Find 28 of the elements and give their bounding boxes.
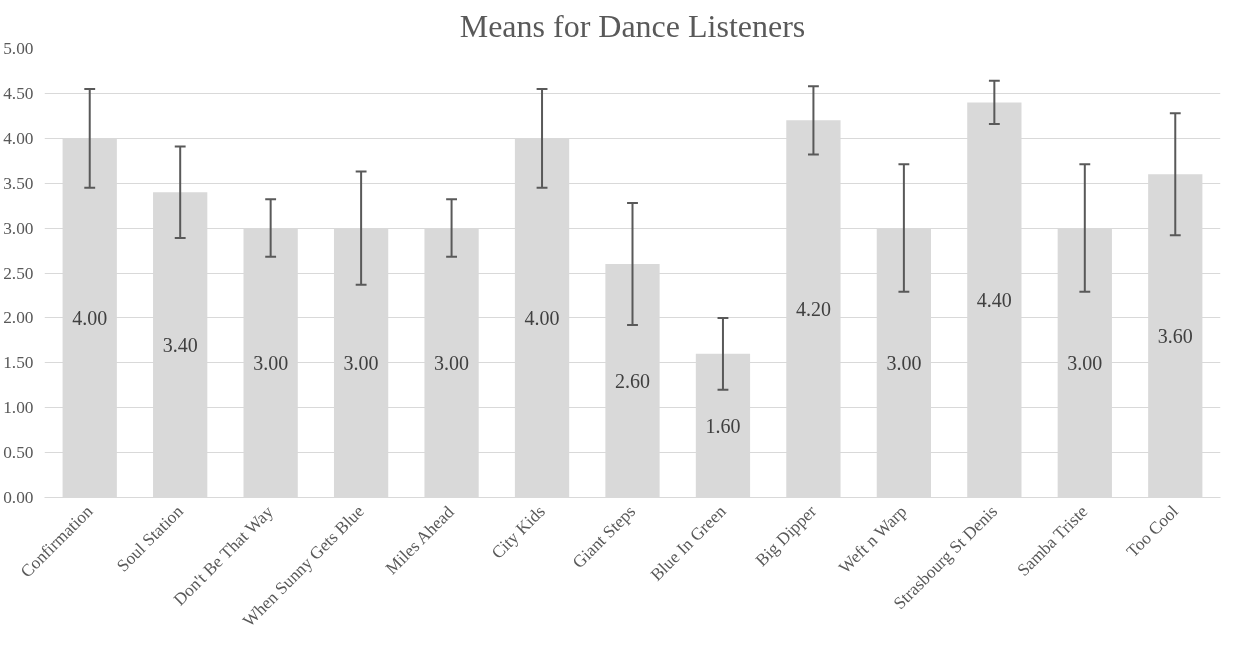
y-tick-label: 3.00 [3, 218, 34, 238]
data-label: 3.60 [1157, 324, 1193, 347]
data-label: 2.60 [615, 369, 650, 392]
x-tick-label: Weft n Warp [835, 502, 911, 578]
x-tick-label: City Kids [488, 501, 549, 563]
y-tick-label: 4.50 [3, 83, 34, 103]
data-label: 4.40 [976, 288, 1012, 311]
data-label: 4.00 [524, 306, 560, 329]
y-tick-label: 2.50 [3, 263, 34, 283]
y-tick-label: 2.00 [3, 308, 34, 328]
data-label: 3.00 [886, 351, 922, 374]
data-label: 3.00 [1067, 351, 1103, 374]
y-tick-label: 5.00 [3, 39, 34, 58]
y-tick-label: 1.00 [3, 398, 34, 418]
data-label: 4.00 [72, 306, 108, 329]
y-tick-label: 0.00 [3, 488, 34, 507]
data-label: 3.40 [162, 333, 198, 356]
y-tick-label: 1.50 [3, 353, 34, 373]
data-label: 3.00 [253, 351, 289, 374]
data-label: 1.60 [705, 414, 741, 437]
y-tick-label: 0.50 [3, 443, 34, 463]
y-tick-label: 4.00 [3, 128, 34, 148]
data-label: 4.20 [795, 297, 831, 320]
chart-title: Means for Dance Listeners [459, 7, 806, 44]
data-label: 3.00 [434, 351, 470, 374]
data-label: 3.00 [343, 351, 379, 374]
y-tick-label: 3.50 [3, 173, 34, 193]
x-tick-label: Too Cool [1122, 501, 1183, 561]
